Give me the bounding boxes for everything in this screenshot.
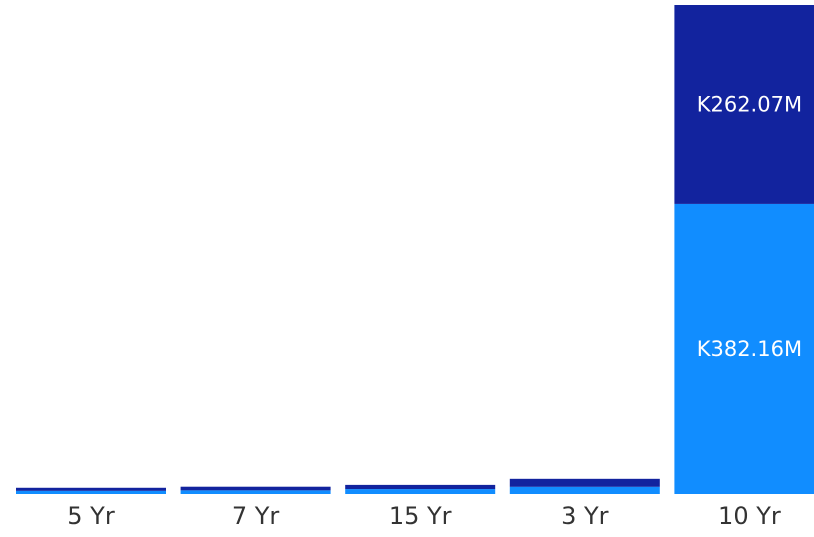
bar-segment-5-yr-series-1[interactable] [16, 490, 166, 494]
x-tick-label: 7 Yr [232, 502, 280, 530]
bar-segment-15-yr-series-1[interactable] [345, 489, 496, 494]
bar-segment-7-yr-series-1[interactable] [180, 490, 331, 494]
bar-segment-3-yr-series-2[interactable] [509, 478, 660, 487]
x-tick-label: 10 Yr [718, 502, 781, 530]
data-labels-layer: K382.16M K262.07M [697, 92, 802, 361]
bar-segment-3-yr-series-1[interactable] [509, 486, 660, 494]
data-label: K262.07M [697, 92, 802, 116]
bars-layer [16, 5, 814, 495]
x-tick-label: 15 Yr [389, 502, 452, 530]
x-axis: 5 Yr 7 Yr 15 Yr 3 Yr 10 Yr [67, 502, 781, 530]
x-tick-label: 5 Yr [67, 502, 115, 530]
bar-segment-10-yr-series-2[interactable] [674, 5, 814, 204]
x-tick-label: 3 Yr [561, 502, 609, 530]
bar-segment-7-yr-series-2[interactable] [180, 486, 331, 491]
bar-segment-5-yr-series-2[interactable] [16, 487, 166, 491]
bar-segment-15-yr-series-2[interactable] [345, 484, 496, 490]
bar-segment-10-yr-series-1[interactable] [674, 203, 814, 495]
data-label: K382.16M [697, 337, 802, 361]
